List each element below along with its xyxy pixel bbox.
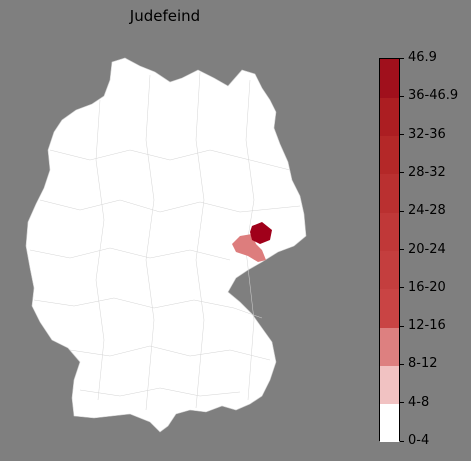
colorbar-tick-label: 32-36 [408, 126, 446, 142]
colorbar-segment [380, 288, 399, 328]
district-borders [29, 71, 301, 411]
colorbar-tick-label: 12-16 [408, 318, 446, 334]
colorbar-tick [400, 440, 404, 442]
colorbar [379, 58, 400, 443]
colorbar-tick [400, 210, 404, 212]
colorbar-tick-label: 16-20 [408, 279, 446, 295]
colorbar-segment [380, 212, 399, 251]
colorbar-tick [400, 402, 404, 404]
colorbar-tick [400, 325, 404, 327]
colorbar-segment [380, 403, 399, 443]
colorbar-tick-label: 36-46.9 [408, 88, 459, 104]
germany-outline [25, 57, 307, 433]
colorbar-tick-label: 46.9 [408, 50, 437, 65]
colorbar-tick-label: 24-28 [408, 203, 446, 219]
colorbar-tick-label: 0-4 [408, 433, 430, 448]
colorbar-tick [400, 172, 404, 174]
colorbar-segment [380, 135, 399, 175]
colorbar-segment [380, 97, 399, 137]
colorbar-segment [380, 250, 399, 290]
colorbar-tick [400, 57, 404, 59]
colorbar-tick-label: 4-8 [408, 394, 430, 410]
region-highlight-dark [250, 222, 272, 244]
colorbar-segment [380, 173, 399, 213]
map-title: Judefeind [129, 7, 201, 25]
colorbar-tick [400, 249, 404, 250]
colorbar-tick-label: 28-32 [408, 164, 446, 180]
colorbar-tick [400, 95, 404, 97]
colorbar-tick [400, 287, 404, 289]
colorbar-tick [400, 363, 404, 365]
colorbar-tick-label: 20-24 [408, 241, 446, 257]
colorbar-segment [380, 365, 399, 405]
region-highlight-light [232, 234, 266, 262]
colorbar-segment [380, 327, 399, 366]
colorbar-tick-label: 8-12 [408, 356, 438, 372]
colorbar-tick [400, 134, 404, 136]
colorbar-segment [380, 59, 399, 98]
